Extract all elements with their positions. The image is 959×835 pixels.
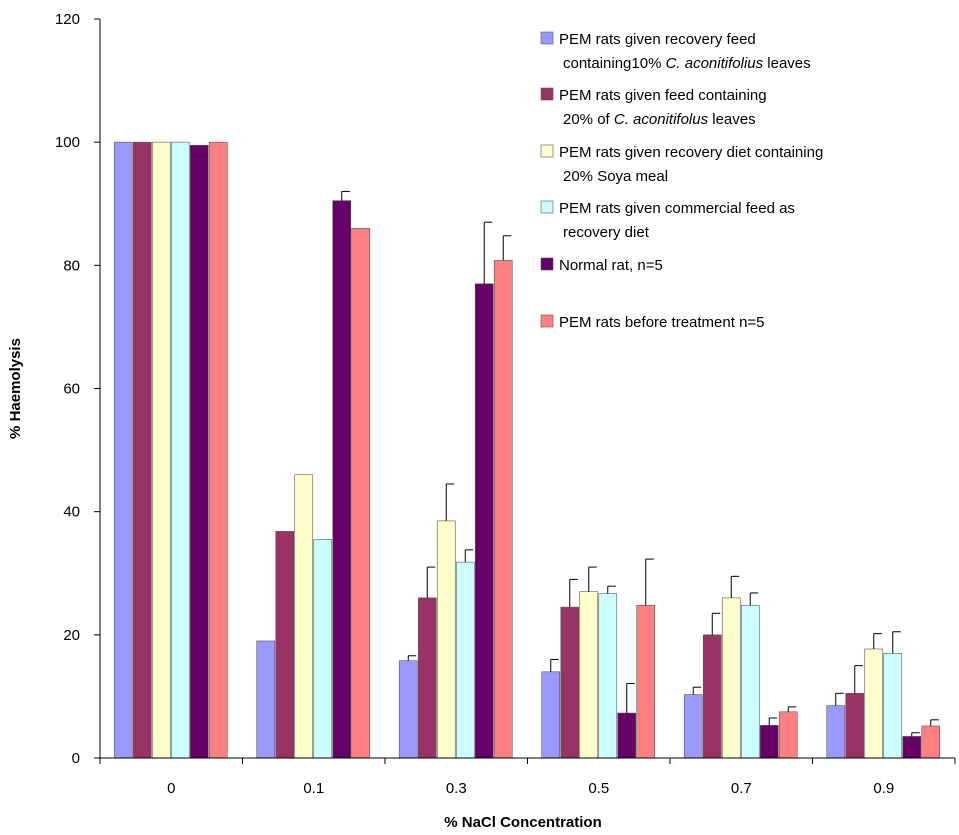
bar [113,141,133,759]
bar [541,671,561,759]
legend-label: Normal rat, n=5 [559,257,663,274]
bar [560,606,580,759]
legend-entry-6: PEM rats before treatment n=5 [540,314,765,331]
legend-label: PEM rats before treatment n=5 [559,314,765,331]
series-1 [113,141,846,759]
y-tick-label: 40 [63,504,80,521]
x-axis-title: % NaCl Concentration [444,814,602,831]
bar [132,141,152,759]
bar [256,640,276,759]
bar [683,694,703,759]
x-tick-label: 0.9 [873,780,894,797]
bar [617,712,637,759]
bar [208,141,228,759]
x-tick-label: 0.3 [446,780,467,797]
bar [826,705,846,759]
legend: PEM rats given recovery feed containing10… [540,31,823,331]
legend-entry-4: PEM rats given commercial feed as recover… [540,200,795,241]
legend-swatch [540,144,554,158]
bar [436,520,456,759]
bar [294,474,314,759]
x-tick-label: 0.7 [731,780,752,797]
bar [845,693,865,759]
y-tick-label: 20 [63,627,80,644]
bar [636,604,656,759]
bar [151,141,171,759]
series-3 [151,141,884,759]
bar [189,144,209,759]
bar [579,591,599,759]
series-4 [170,141,903,759]
series-5 [189,144,922,759]
legend-label: PEM rats given recovery feed containing10… [559,31,811,72]
legend-entry-5: Normal rat, n=5 [540,257,663,274]
x-tick-label: 0.1 [303,780,324,797]
bar [902,736,922,759]
bar [398,660,418,759]
bar [702,634,722,759]
legend-label: PEM rats given recovery diet containing 2… [559,144,823,185]
bar [417,597,437,759]
y-tick-label: 80 [63,257,80,274]
legend-swatch [540,314,554,328]
y-tick-label: 100 [55,134,80,151]
bar [740,604,760,759]
legend-label: PEM rats given commercial feed as recover… [559,200,795,241]
bar [474,283,494,759]
legend-entry-2: PEM rats given feed containing 20% of C. … [540,87,767,128]
bar [921,725,941,759]
legend-entry-3: PEM rats given recovery diet containing 2… [540,144,823,185]
bar [275,531,295,759]
y-axis: 0 20 40 60 80 100 120 [55,11,101,767]
x-axis: 0 0.1 0.3 0.5 0.7 0.9 [99,757,956,797]
y-tick-label: 120 [55,11,80,28]
legend-swatch [540,200,554,214]
x-tick-label: 0.5 [588,780,609,797]
bar [455,561,475,759]
bar [313,539,333,759]
bar [332,200,352,759]
bar [883,653,903,759]
bar [598,593,618,759]
bar [170,141,190,759]
legend-label: PEM rats given feed containing 20% of C. … [559,87,767,128]
series-2 [132,141,865,759]
bar [351,228,371,759]
bar [721,597,741,759]
y-tick-label: 60 [63,381,80,398]
legend-swatch [540,87,554,101]
legend-swatch [540,31,554,45]
x-tick-label: 0 [167,780,175,797]
y-tick-label: 0 [72,750,80,767]
bar [864,648,884,759]
legend-swatch [540,257,554,271]
plot-area [113,141,941,759]
legend-entry-1: PEM rats given recovery feed containing10… [540,31,811,72]
bar [759,725,779,759]
y-axis-title: % Haemolysis [7,338,24,439]
bar [778,711,798,759]
bar [493,260,513,759]
